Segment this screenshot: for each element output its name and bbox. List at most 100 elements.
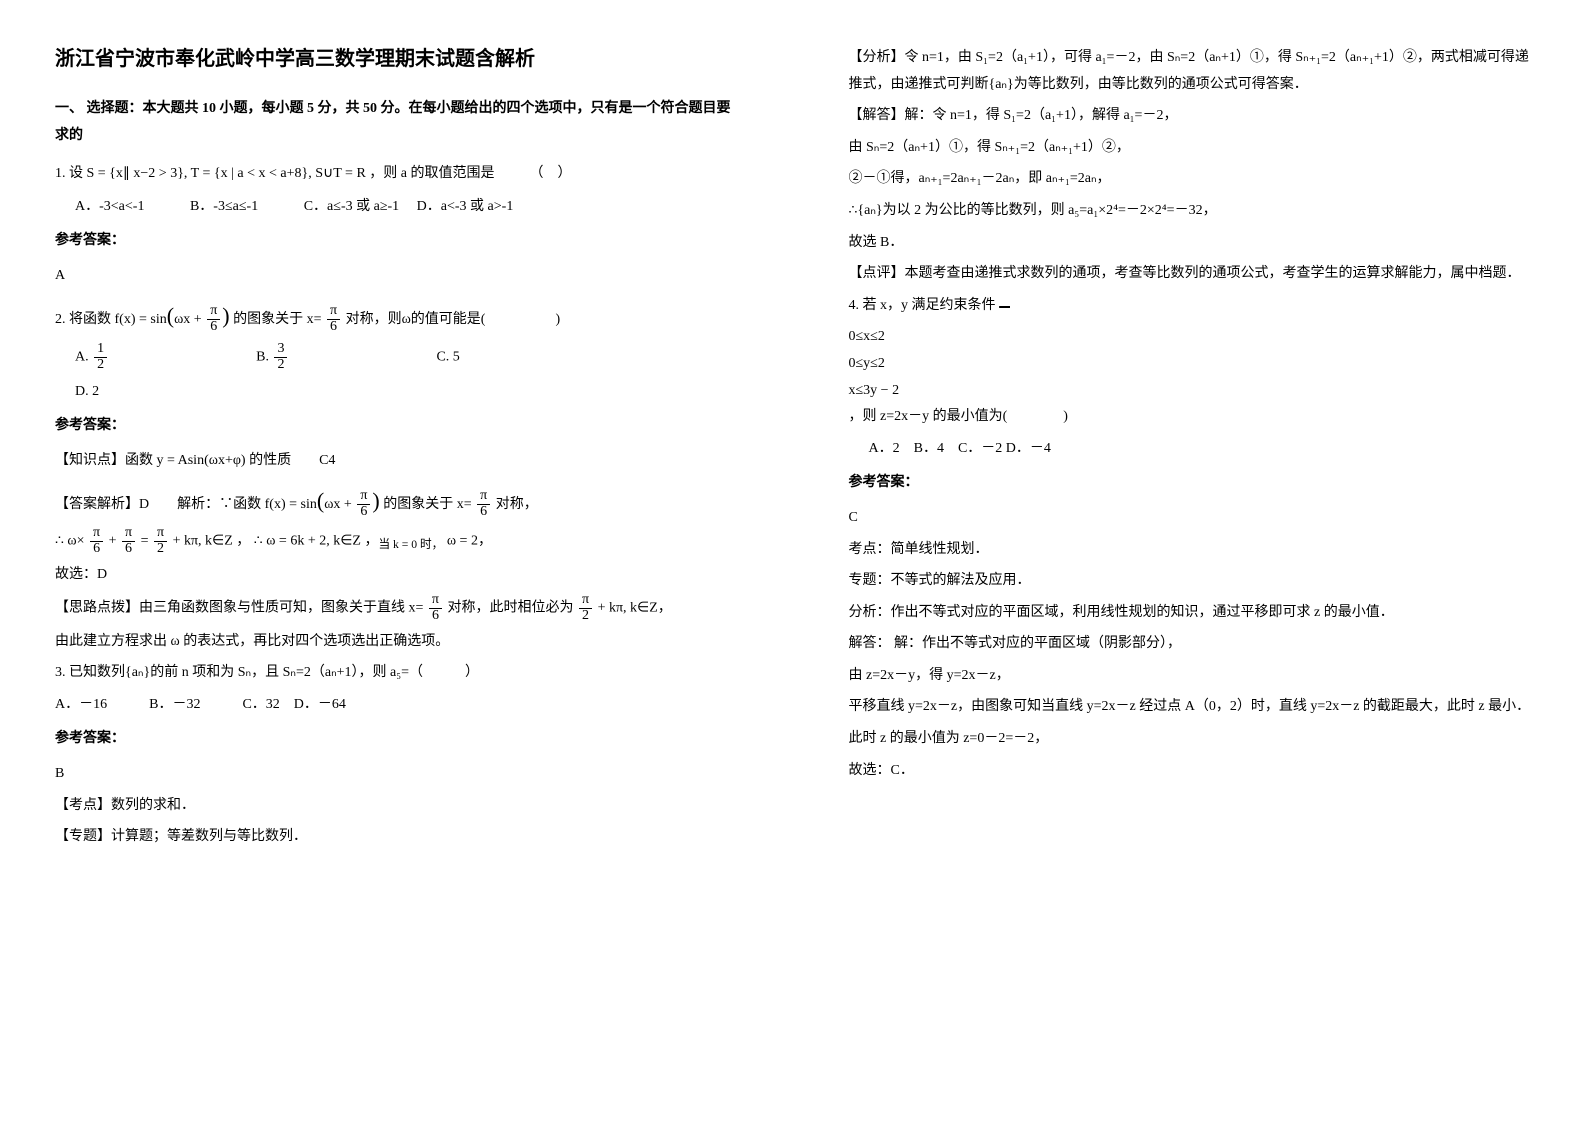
q3-opts: A．－16 B．－32 C．32 D．－64 (55, 692, 739, 719)
q2-optB-label: B. (256, 350, 269, 365)
q4-answer: C (849, 505, 1533, 532)
q4-stem: 4. 若 x，y 满足约束条件 (849, 293, 1533, 320)
q2-pm: 的图象关于 x= (383, 497, 471, 512)
q4-jieda3: 平移直线 y=2x－z，由图象可知当直线 y=2x－z 经过点 A（0，2）时，… (849, 694, 1533, 721)
q2-pl: 【答案解析】D 解析：∵函数 (55, 497, 261, 512)
q3-stem: 3. 已知数列{aₙ}的前 n 项和为 Sₙ，且 Sₙ=2（aₙ+1），则 a₅… (55, 660, 739, 687)
left-column: 浙江省宁波市奉化武岭中学高三数学理期末试题含解析 一、 选择题：本大题共 10 … (0, 0, 794, 1122)
pxd: 6 (477, 505, 490, 520)
d1n: π (90, 526, 103, 542)
q2-optA-frac: 12 (94, 342, 107, 372)
q3-answer: B (55, 761, 739, 788)
q4-kaodian: 考点：简单线性规划． (849, 537, 1533, 564)
q2-knowledge: 【知识点】函数 y = Asin(ωx+φ) 的性质 C4 (55, 448, 739, 475)
q4-sys3: x≤3y − 2 (849, 378, 1533, 405)
q2-parse: 【答案解析】D 解析：∵函数 f(x) = sin(ωx + π6) 的图象关于… (55, 480, 739, 522)
q1-suffix: ，则 a 的取值范围是 （ ） (369, 166, 571, 181)
q2-answer-label: 参考答案： (55, 413, 739, 440)
an: 1 (94, 342, 107, 358)
q2-options: A. 12 B. 32 C. 5 (75, 342, 739, 372)
pf1: f(x) = sin (265, 497, 317, 512)
q4-jieda4: 此时 z 的最小值为 z=0－2=－2， (849, 726, 1533, 753)
q4-zhuanti: 专题：不等式的解法及应用． (849, 568, 1533, 595)
q4-jieda2: 由 z=2x－y，得 y=2x－z， (849, 663, 1533, 690)
q4-prefix: 4. 若 x，y 满足约束条件 (849, 298, 996, 313)
q4-fenxi: 分析：作出不等式对应的平面区域，利用线性规划的知识，通过平移即可求 z 的最小值… (849, 600, 1533, 627)
q4-suffix: ，则 z=2x－y 的最小值为( ) (849, 409, 1068, 424)
q2-xval: π6 (327, 304, 340, 334)
q4-opts: A．2 B．4 C．－2 D．－4 (869, 436, 1533, 463)
xn: π (327, 304, 340, 320)
q3-kaodian: 【考点】数列的求和． (55, 793, 739, 820)
q2-parse-func: f(x) = sin(ωx + π6) (265, 497, 384, 512)
col2-jieda-l2: 由 Sₙ=2（aₙ+1）①，得 Sₙ₊₁=2（aₙ₊₁+1）②， (849, 135, 1533, 162)
q2-optA-label: A. (75, 350, 89, 365)
q1-optD: D．a<-3 或 a>-1 (417, 199, 514, 214)
q2-pi6: π6 (207, 304, 220, 334)
q1-expr: S = {x∥ x−2 > 3}, T = {x | a < x < a+8},… (87, 166, 366, 181)
q1-stem: 1. 设 S = {x∥ x−2 > 3}, T = {x | a < x < … (55, 161, 739, 188)
q3-zhuanti: 【专题】计算题；等差数列与等比数列． (55, 824, 739, 851)
pi-num: π (207, 304, 220, 320)
right-column: 【分析】令 n=1，由 S₁=2（a₁+1），可得 a₁=－2，由 Sₙ=2（a… (794, 0, 1587, 1122)
q4-jieda1: 解答： 解：作出不等式对应的平面区域（阴影部分）， (849, 631, 1533, 658)
hl: 【思路点拨】由三角函数图象与性质可知，图象关于直线 x= (55, 601, 423, 616)
hd2: 2 (579, 609, 592, 624)
q2-optC: C. 5 (436, 350, 459, 365)
df1: π6 (90, 526, 103, 556)
bd: 2 (274, 358, 287, 373)
q2-ps: 对称， (496, 497, 538, 512)
q3-answer-label: 参考答案： (55, 726, 739, 753)
d2d: 6 (122, 542, 135, 557)
col2-fenxi: 【分析】令 n=1，由 S₁=2（a₁+1），可得 a₁=－2，由 Sₙ=2（a… (849, 45, 1533, 98)
hn1: π (429, 593, 442, 609)
q2-kl: 【知识点】函数 (55, 453, 153, 468)
xd: 6 (327, 320, 340, 335)
pf2: ωx + (324, 497, 352, 512)
q2-optD: D. 2 (75, 379, 739, 406)
q2-parse-xval: π6 (477, 489, 490, 519)
q4-sys1: 0≤x≤2 (849, 324, 1533, 351)
col2-jieda-label: 【解答】解：令 n=1，得 S₁=2（a₁+1），解得 a₁=－2， (849, 103, 1533, 130)
q2-func: f(x) = sin(ωx + π6) (115, 312, 234, 327)
q2-hint: 【思路点拨】由三角函数图象与性质可知，图象关于直线 x= π6 对称，此时相位必… (55, 593, 739, 623)
q1-optA: A．-3<a<-1 (75, 199, 144, 214)
q2-suffix: 对称，则ω的值可能是( ) (346, 312, 561, 327)
df3: π2 (154, 526, 167, 556)
col2-jieda-l4: ∴{aₙ}为以 2 为公比的等比数列，则 a₅=a₁×2⁴=－2×2⁴=－32， (849, 198, 1533, 225)
q1-optB: B．-3≤a≤-1 (190, 199, 258, 214)
pfn: π (357, 489, 370, 505)
q4-jieda5: 故选：C． (849, 758, 1533, 785)
pfd: 6 (357, 505, 370, 520)
q1-answer-label: 参考答案： (55, 228, 739, 255)
q1-options: A．-3<a<-1 B．-3≤a≤-1 C．a≤-3 或 a≥-1 D．a<-3… (75, 194, 739, 221)
hm: 对称，此时相位必为 (447, 601, 573, 616)
d1d: 6 (90, 542, 103, 557)
pxn: π (477, 489, 490, 505)
q1-prefix: 1. 设 (55, 166, 83, 181)
hf2: π2 (579, 593, 592, 623)
dfin: ω = 2 (447, 534, 478, 549)
q2-ke: y = Asin(ωx+φ) (157, 453, 246, 468)
q2-stem: 2. 将函数 f(x) = sin(ωx + π6) 的图象关于 x= π6 对… (55, 295, 739, 337)
hd1: 6 (429, 609, 442, 624)
q2-hence: 故选：D (55, 562, 739, 589)
de: = (141, 534, 149, 549)
dl1: ∴ ω× (55, 534, 85, 549)
q2-hint2: 由此建立方程求出 ω 的表达式，再比对四个选项选出正确选项。 (55, 629, 739, 656)
pi-den: 6 (207, 320, 220, 335)
d2n: π (122, 526, 135, 542)
hf1: π6 (429, 593, 442, 623)
q2-deriv: ∴ ω× π6 + π6 = π2 + kπ, k∈Z ， ∴ ω = 6k +… (55, 526, 739, 556)
col2-dianping: 【点评】本题考查由递推式求数列的通项，考查等比数列的通项公式，考查学生的运算求解… (849, 261, 1533, 288)
ad: 2 (94, 358, 107, 373)
ht: + kπ, k∈Z (598, 601, 658, 616)
q1-optC: C．a≤-3 或 a≥-1 (304, 199, 399, 214)
hn2: π (579, 593, 592, 609)
q4-sys2: 0≤y≤2 (849, 351, 1533, 378)
q2-func-sym: f(x) = sin (115, 312, 167, 327)
dt: + kπ, k∈Z (173, 534, 233, 549)
q2-mid: 的图象关于 x= (233, 312, 321, 327)
q1-answer: A (55, 263, 739, 290)
bn: 3 (274, 342, 287, 358)
